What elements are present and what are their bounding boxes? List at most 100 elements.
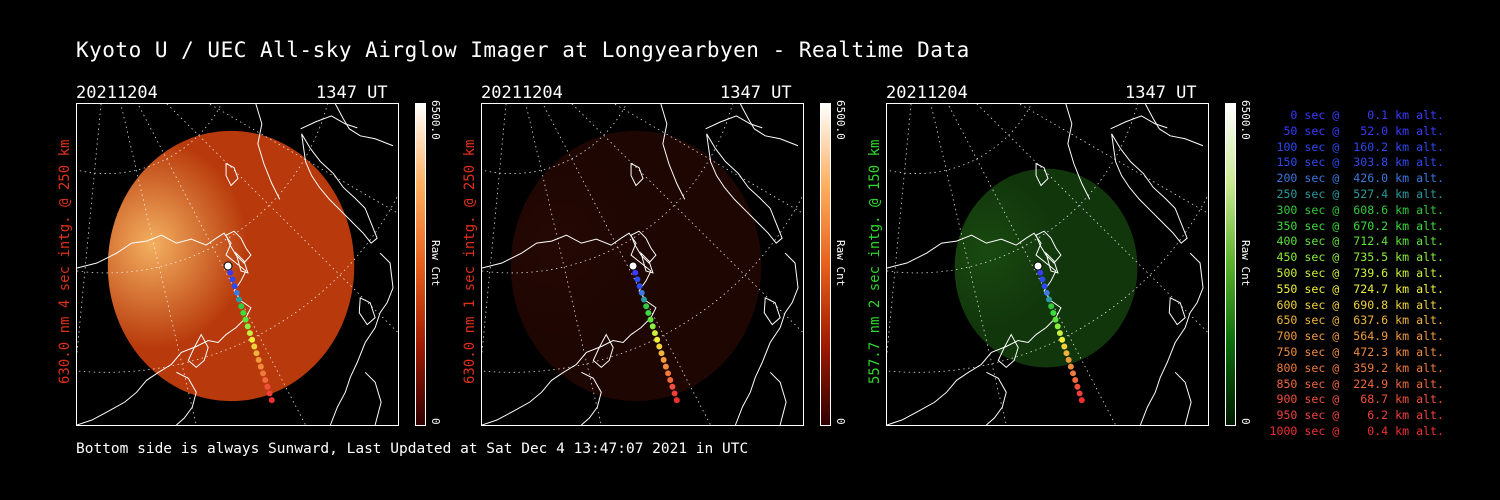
track-point [647, 316, 654, 323]
track-point [253, 350, 260, 357]
legend-entry: 600 sec @ 690.8 km alt. [1269, 297, 1444, 312]
panel-1-ylabel: 630.0 nm 4 sec intg. @ 250 km [57, 139, 73, 384]
track-point [1043, 289, 1050, 296]
legend-entry: 200 sec @ 426.0 km alt. [1269, 171, 1444, 186]
track-point [665, 370, 672, 377]
coastlines [482, 104, 799, 425]
track-point [257, 363, 264, 370]
track-point [673, 397, 680, 404]
track-point [638, 289, 645, 296]
track-point [634, 276, 641, 283]
track-point [641, 296, 647, 303]
legend-entry: 50 sec @ 52.0 km alt. [1269, 123, 1444, 138]
legend-entry: 850 sec @ 224.9 km alt. [1269, 376, 1444, 391]
track-point [1074, 383, 1081, 390]
legend-entry: 350 sec @ 670.2 km alt. [1269, 218, 1444, 233]
legend-entry: 250 sec @ 527.4 km alt. [1269, 186, 1444, 201]
track-point [1070, 370, 1077, 377]
track-point [1065, 356, 1072, 363]
panel-1-date: 20211204 [76, 83, 158, 103]
panel-2-map [481, 103, 804, 426]
track-point [1078, 397, 1085, 404]
legend-entry: 750 sec @ 472.3 km alt. [1269, 344, 1444, 359]
legend-entry: 950 sec @ 6.2 km alt. [1269, 408, 1444, 423]
legend-entry: 450 sec @ 735.5 km alt. [1269, 250, 1444, 265]
track-point [669, 383, 676, 390]
legend-entry: 650 sec @ 637.6 km alt. [1269, 313, 1444, 328]
track-point [266, 390, 273, 397]
track-point [1046, 296, 1052, 303]
panel-2-time: 1347 UT [720, 83, 792, 103]
trajectory-legend: 0 sec @ 0.1 km alt. 50 sec @ 52.0 km alt… [1262, 108, 1444, 440]
track-point [249, 336, 256, 343]
track-point [671, 390, 678, 397]
panel-3-ylabel: 557.7 nm 2 sec intg. @ 150 km [867, 139, 883, 384]
track-point [1063, 350, 1070, 357]
panel-1-time: 1347 UT [316, 83, 388, 103]
track-point [268, 397, 275, 404]
footer-status: Bottom side is always Sunward, Last Upda… [76, 441, 749, 457]
lat-lon-grid [482, 104, 803, 425]
lat-lon-grid [887, 104, 1208, 425]
track-point [1072, 377, 1079, 384]
track-point [244, 323, 251, 330]
track-point [649, 323, 656, 330]
panel-1-colorbar-min: 0 [429, 418, 442, 425]
panel-2-date: 20211204 [481, 83, 563, 103]
track-point [246, 330, 253, 337]
panel-3-map [886, 103, 1209, 426]
legend-entry: 150 sec @ 303.8 km alt. [1269, 155, 1444, 170]
track-point [1054, 323, 1061, 330]
legend-entry: 0 sec @ 0.1 km alt. [1269, 108, 1444, 122]
track-point [236, 296, 242, 303]
track-point [636, 283, 643, 290]
track-point [255, 356, 262, 363]
page-title: Kyoto U / UEC All-sky Airglow Imager at … [76, 38, 970, 62]
track-point [654, 336, 661, 343]
satellite-track [1033, 261, 1085, 404]
track-point [632, 269, 639, 276]
legend-entry: 900 sec @ 68.7 km alt. [1269, 392, 1444, 407]
track-point [262, 377, 269, 384]
panel-1-colorbar [415, 103, 426, 426]
panel-1-colorbar-label: Raw Cnt [429, 240, 442, 287]
panel-1-colorbar-max: 6500.0 [429, 100, 442, 140]
panel-2-ylabel: 630.0 nm 1 sec intg. @ 250 km [462, 139, 478, 384]
track-point [1059, 336, 1066, 343]
lat-lon-grid [77, 104, 398, 425]
track-point [1048, 303, 1055, 310]
track-point [1067, 363, 1074, 370]
coastlines [77, 104, 394, 425]
track-point [1076, 390, 1083, 397]
panel-3-colorbar-min: 0 [1239, 418, 1252, 425]
panel-3-colorbar-max: 6500.0 [1239, 100, 1252, 140]
track-point [1033, 261, 1043, 271]
legend-entry: 550 sec @ 724.7 km alt. [1269, 281, 1444, 296]
coastlines [887, 104, 1204, 425]
track-point [1052, 316, 1059, 323]
legend-entry: 700 sec @ 564.9 km alt. [1269, 329, 1444, 344]
track-point [643, 303, 650, 310]
panel-2-colorbar-label: Raw Cnt [834, 240, 847, 287]
track-point [1050, 309, 1057, 316]
panel-2-colorbar-max: 6500.0 [834, 100, 847, 140]
track-point [1056, 330, 1063, 337]
panel-3-time: 1347 UT [1125, 83, 1197, 103]
track-point [251, 343, 258, 350]
track-point [229, 276, 236, 283]
track-point [1061, 343, 1068, 350]
track-point [260, 370, 267, 377]
track-point [1039, 276, 1046, 283]
track-point [651, 330, 658, 337]
track-point [264, 383, 271, 390]
track-point [227, 269, 234, 276]
panel-3-colorbar-label: Raw Cnt [1239, 240, 1252, 287]
track-point [658, 350, 665, 357]
legend-entry: 300 sec @ 608.6 km alt. [1269, 202, 1444, 217]
legend-entry: 100 sec @ 160.2 km alt. [1269, 139, 1444, 154]
track-point [660, 356, 667, 363]
track-point [240, 309, 247, 316]
track-point [645, 309, 652, 316]
legend-entry: 800 sec @ 359.2 km alt. [1269, 360, 1444, 375]
track-point [656, 343, 663, 350]
